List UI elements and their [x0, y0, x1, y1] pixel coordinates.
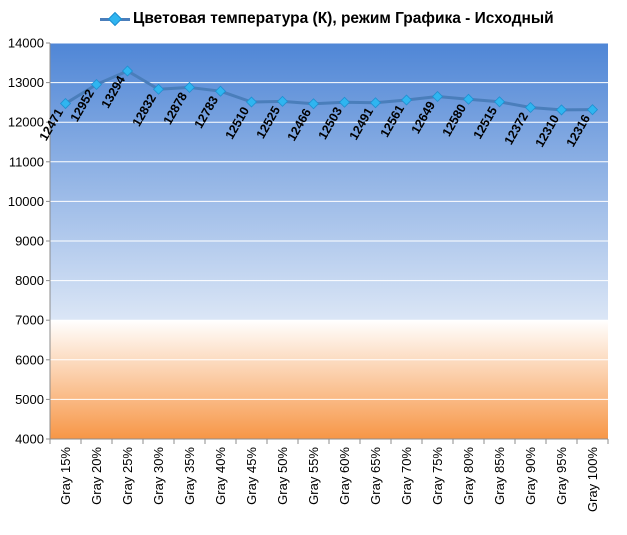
y-tick-label: 13000: [8, 75, 44, 90]
data-point: [586, 104, 599, 116]
data-point: [369, 97, 382, 109]
data-point: [555, 104, 568, 116]
y-tick-label: 5000: [15, 392, 44, 407]
y-tick-label: 4000: [15, 432, 44, 447]
plot-background-upper: [50, 43, 608, 321]
data-point: [400, 94, 413, 106]
data-point: [183, 81, 196, 93]
plot-background-lower: [50, 320, 608, 439]
y-tick-label: 8000: [15, 273, 44, 288]
x-tick-label: Gray 20%: [89, 447, 104, 505]
data-point: [245, 96, 258, 108]
x-tick-label: Gray 55%: [306, 447, 321, 505]
y-tick-label: 12000: [8, 115, 44, 130]
legend-line-marker-icon: [100, 11, 130, 27]
x-tick-label: Gray 15%: [58, 447, 73, 505]
x-tick-label: Gray 65%: [368, 447, 383, 505]
data-point: [214, 85, 227, 97]
x-tick-label: Gray 45%: [244, 447, 259, 505]
y-tick-label: 11000: [9, 154, 44, 169]
data-point: [276, 95, 289, 107]
x-tick-label: Gray 80%: [461, 447, 476, 505]
legend-label: Цветовая температура (К), режим Графика …: [133, 10, 554, 27]
data-point: [59, 98, 72, 110]
y-tick-label: 14000: [8, 36, 44, 51]
data-point: [338, 96, 351, 108]
x-tick-label: Gray 40%: [213, 447, 228, 505]
y-tick-label: 10000: [8, 194, 44, 209]
y-tick-label: 7000: [15, 313, 44, 328]
x-tick-label: Gray 100%: [585, 447, 600, 512]
data-point: [493, 96, 506, 108]
x-tick-label: Gray 30%: [151, 447, 166, 505]
x-tick-label: Gray 70%: [399, 447, 414, 505]
data-point: [307, 98, 320, 110]
x-tick-label: Gray 50%: [275, 447, 290, 505]
x-tick-label: Gray 75%: [430, 447, 445, 505]
legend: Цветовая температура (К), режим Графика …: [100, 8, 554, 30]
x-tick-label: Gray 95%: [554, 447, 569, 505]
x-tick-label: Gray 35%: [182, 447, 197, 505]
y-tick-label: 9000: [15, 234, 44, 249]
x-tick-label: Gray 60%: [337, 447, 352, 505]
data-point: [121, 65, 134, 77]
x-tick-label: Gray 85%: [492, 447, 507, 505]
data-point: [152, 83, 165, 95]
data-point: [524, 101, 537, 113]
x-tick-label: Gray 90%: [523, 447, 538, 505]
y-tick-label: 6000: [15, 352, 44, 367]
x-tick-label: Gray 25%: [120, 447, 135, 505]
data-point: [90, 78, 103, 91]
series-line: [64, 69, 593, 112]
data-point: [431, 90, 444, 103]
data-point: [462, 93, 475, 105]
